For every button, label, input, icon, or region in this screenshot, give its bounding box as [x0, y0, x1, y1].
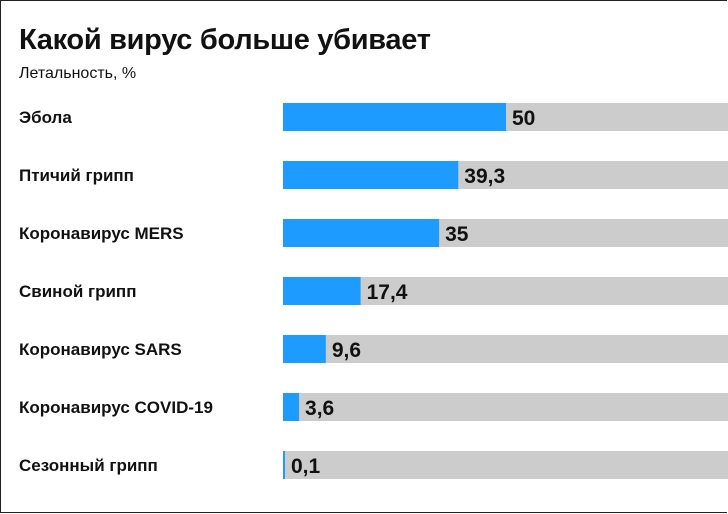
- bar-track: [283, 393, 728, 421]
- bar: [283, 277, 361, 305]
- value-label: 0,1: [291, 455, 321, 478]
- category-label: Эбола: [19, 108, 72, 127]
- value-label: 17,4: [367, 281, 408, 304]
- bar: [283, 335, 326, 363]
- category-label: Птичий грипп: [19, 166, 134, 185]
- bar: [283, 161, 459, 189]
- chart-subtitle: Летальность, %: [19, 65, 137, 82]
- chart-title: Какой вирус больше убивает: [19, 24, 431, 56]
- bar: [283, 219, 440, 247]
- bar-track: [283, 451, 728, 479]
- value-label: 3,6: [305, 397, 334, 420]
- bar: [283, 103, 506, 131]
- category-label: Свиной грипп: [19, 282, 136, 301]
- category-label: Коронавирус SARS: [19, 340, 182, 359]
- value-label: 39,3: [464, 165, 505, 188]
- category-label: Коронавирус COVID-19: [19, 398, 213, 417]
- value-label: 50: [512, 107, 535, 130]
- category-label: Коронавирус MERS: [19, 224, 184, 243]
- category-label: Сезонный грипп: [19, 456, 158, 475]
- bar: [283, 393, 300, 421]
- bar-track: [283, 335, 728, 363]
- value-label: 35: [445, 223, 469, 246]
- bar: [283, 451, 285, 479]
- value-label: 9,6: [332, 339, 361, 362]
